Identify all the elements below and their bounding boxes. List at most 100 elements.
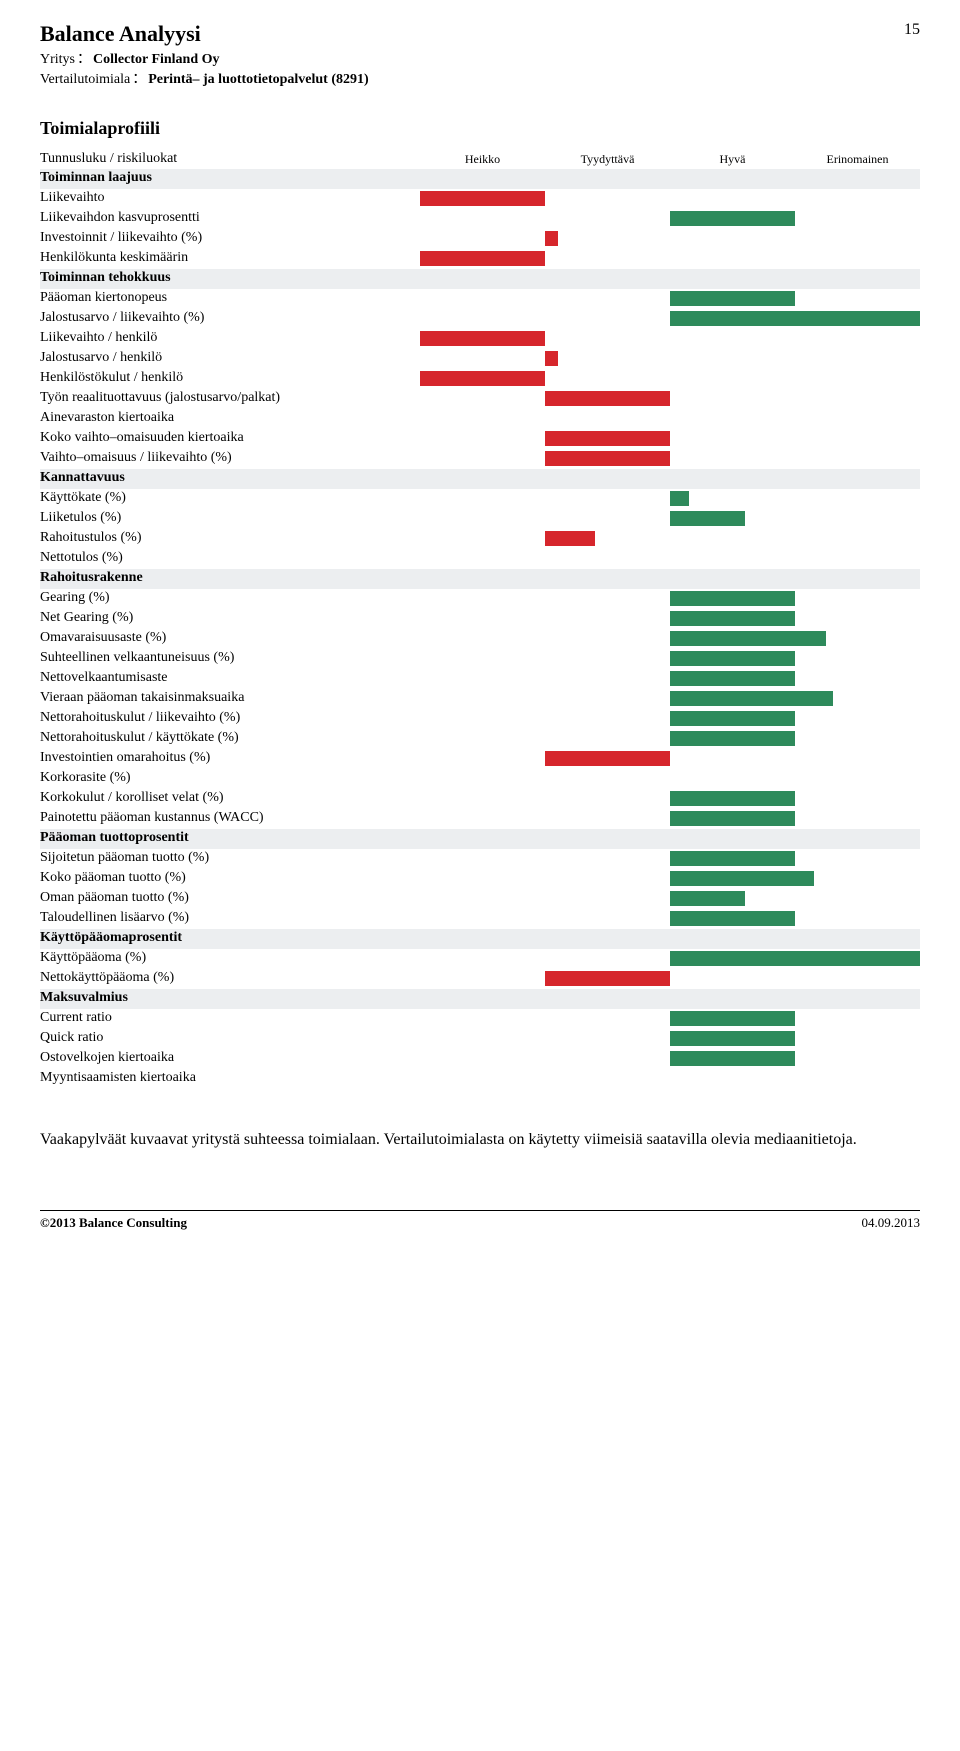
metric-bar bbox=[545, 971, 670, 986]
table-header-row: Tunnusluku / riskiluokatHeikkoTyydyttävä… bbox=[40, 150, 920, 168]
group-label: Käyttöpääomaprosentit bbox=[40, 929, 420, 949]
metric-bar bbox=[420, 191, 545, 206]
metric-chart-cell bbox=[420, 349, 920, 369]
metric-label: Liikevaihto bbox=[40, 189, 420, 209]
metric-row: Rahoitustulos (%) bbox=[40, 529, 920, 549]
metric-label: Gearing (%) bbox=[40, 589, 420, 609]
metric-row: Quick ratio bbox=[40, 1029, 920, 1049]
metric-bar bbox=[670, 1051, 795, 1066]
metric-label: Nettorahoituskulut / käyttökate (%) bbox=[40, 729, 420, 749]
metric-label: Pääoman kiertonopeus bbox=[40, 289, 420, 309]
metric-row: Liikevaihto bbox=[40, 189, 920, 209]
metric-row: Liikevaihto / henkilö bbox=[40, 329, 920, 349]
group-row: Toiminnan laajuus bbox=[40, 169, 920, 189]
metric-label: Henkilökunta keskimäärin bbox=[40, 249, 420, 269]
metric-row: Vieraan pääoman takaisinmaksuaika bbox=[40, 689, 920, 709]
metric-label: Painotettu pääoman kustannus (WACC) bbox=[40, 809, 420, 829]
group-row: Kannattavuus bbox=[40, 469, 920, 489]
metric-label: Oman pääoman tuotto (%) bbox=[40, 889, 420, 909]
group-label: Pääoman tuottoprosentit bbox=[40, 829, 420, 849]
metric-chart-cell bbox=[420, 1029, 920, 1049]
header-ratings: HeikkoTyydyttäväHyväErinomainen bbox=[420, 150, 920, 168]
metric-bar bbox=[545, 531, 595, 546]
metric-chart-cell bbox=[420, 289, 920, 309]
metric-bar bbox=[670, 711, 795, 726]
metric-bar bbox=[545, 351, 558, 366]
metric-label: Jalostusarvo / henkilö bbox=[40, 349, 420, 369]
metric-bar bbox=[670, 491, 689, 506]
metric-row: Korkorasite (%) bbox=[40, 769, 920, 789]
metric-bar bbox=[545, 431, 670, 446]
page-number: 15 bbox=[904, 20, 920, 41]
separator: ： bbox=[132, 72, 146, 87]
metric-label: Nettotulos (%) bbox=[40, 549, 420, 569]
metric-chart-cell bbox=[420, 389, 920, 409]
metric-row: Nettokäyttöpääoma (%) bbox=[40, 969, 920, 989]
metric-bar bbox=[670, 631, 826, 646]
metric-row: Omavaraisuusaste (%) bbox=[40, 629, 920, 649]
company-line: Yritys：Collector Finland Oy bbox=[40, 51, 920, 69]
metric-bar bbox=[670, 731, 795, 746]
section-title: Toimialaprofiili bbox=[40, 117, 920, 140]
rating-column-header: Erinomainen bbox=[795, 152, 920, 168]
metric-chart-cell bbox=[420, 609, 920, 629]
metric-bar bbox=[420, 371, 545, 386]
metric-label: Koko pääoman tuotto (%) bbox=[40, 869, 420, 889]
metric-label: Net Gearing (%) bbox=[40, 609, 420, 629]
metric-row: Investoinnit / liikevaihto (%) bbox=[40, 229, 920, 249]
metric-row: Ainevaraston kiertoaika bbox=[40, 409, 920, 429]
metric-label: Käyttöpääoma (%) bbox=[40, 949, 420, 969]
metric-chart-cell bbox=[420, 589, 920, 609]
metric-row: Koko vaihto–omaisuuden kiertoaika bbox=[40, 429, 920, 449]
page-footer: ©2013 Balance Consulting 04.09.2013 bbox=[40, 1210, 920, 1232]
footer-copyright: ©2013 Balance Consulting bbox=[40, 1215, 187, 1232]
metric-chart-cell bbox=[420, 869, 920, 889]
group-chart-empty bbox=[420, 469, 920, 489]
metric-row: Jalostusarvo / henkilö bbox=[40, 349, 920, 369]
metric-bar bbox=[420, 331, 545, 346]
metric-chart-cell bbox=[420, 629, 920, 649]
metric-row: Käyttöpääoma (%) bbox=[40, 949, 920, 969]
metric-label: Korkorasite (%) bbox=[40, 769, 420, 789]
metric-label: Liiketulos (%) bbox=[40, 509, 420, 529]
metric-label: Rahoitustulos (%) bbox=[40, 529, 420, 549]
group-label: Toiminnan laajuus bbox=[40, 169, 420, 189]
metric-bar bbox=[670, 511, 745, 526]
group-row: Rahoitusrakenne bbox=[40, 569, 920, 589]
company-name: Collector Finland Oy bbox=[93, 52, 220, 67]
metric-row: Nettorahoituskulut / liikevaihto (%) bbox=[40, 709, 920, 729]
metric-row: Myyntisaamisten kiertoaika bbox=[40, 1069, 920, 1089]
metric-chart-cell bbox=[420, 429, 920, 449]
metric-label: Myyntisaamisten kiertoaika bbox=[40, 1069, 420, 1089]
metric-row: Suhteellinen velkaantuneisuus (%) bbox=[40, 649, 920, 669]
metric-chart-cell bbox=[420, 209, 920, 229]
metric-chart-cell bbox=[420, 329, 920, 349]
metric-bar bbox=[670, 211, 795, 226]
metric-label: Vaihto–omaisuus / liikevaihto (%) bbox=[40, 449, 420, 469]
industry-label: Vertailutoimiala bbox=[40, 72, 130, 87]
metric-label: Vieraan pääoman takaisinmaksuaika bbox=[40, 689, 420, 709]
group-chart-empty bbox=[420, 569, 920, 589]
metric-row: Korkokulut / korolliset velat (%) bbox=[40, 789, 920, 809]
metric-chart-cell bbox=[420, 369, 920, 389]
metric-label: Omavaraisuusaste (%) bbox=[40, 629, 420, 649]
metric-bar bbox=[670, 851, 795, 866]
metric-label: Työn reaalituottavuus (jalostusarvo/palk… bbox=[40, 389, 420, 409]
metric-row: Käyttökate (%) bbox=[40, 489, 920, 509]
metric-row: Nettovelkaantumisaste bbox=[40, 669, 920, 689]
metric-row: Henkilökunta keskimäärin bbox=[40, 249, 920, 269]
metric-bar bbox=[670, 811, 795, 826]
profile-table: Tunnusluku / riskiluokatHeikkoTyydyttävä… bbox=[40, 150, 920, 1088]
metric-label: Liikevaihto / henkilö bbox=[40, 329, 420, 349]
group-label: Maksuvalmius bbox=[40, 989, 420, 1009]
metric-row: Nettotulos (%) bbox=[40, 549, 920, 569]
metric-chart-cell bbox=[420, 1009, 920, 1029]
metric-bar bbox=[670, 591, 795, 606]
group-chart-empty bbox=[420, 929, 920, 949]
metric-row: Nettorahoituskulut / käyttökate (%) bbox=[40, 729, 920, 749]
group-chart-empty bbox=[420, 829, 920, 849]
metric-row: Taloudellinen lisäarvo (%) bbox=[40, 909, 920, 929]
metric-bar bbox=[545, 391, 670, 406]
group-label: Toiminnan tehokkuus bbox=[40, 269, 420, 289]
metric-chart-cell bbox=[420, 449, 920, 469]
